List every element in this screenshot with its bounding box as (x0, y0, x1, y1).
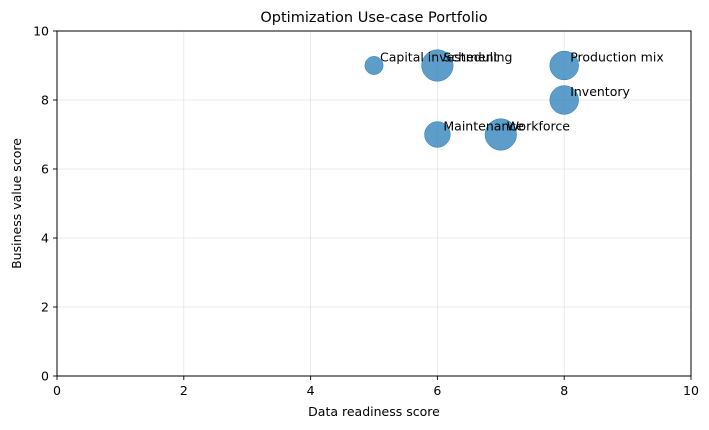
x-tick-label: 6 (433, 383, 441, 398)
points (364, 49, 579, 151)
data-point (484, 118, 517, 151)
point-label: Production mix (570, 50, 664, 65)
x-tick-label: 0 (53, 383, 61, 398)
x-tick-label: 4 (307, 383, 315, 398)
x-axis-label: Data readiness score (308, 404, 440, 419)
data-point (549, 50, 579, 81)
point-label: Maintenance (443, 119, 524, 134)
plot-frame (56, 30, 692, 377)
point-label: Workforce (507, 119, 570, 134)
x-tick-label: 8 (560, 383, 568, 398)
x-tick-label: 2 (180, 383, 188, 398)
y-axis-ticks: 0 2 4 6 8 10 (33, 24, 57, 384)
y-tick-label: 6 (41, 162, 49, 177)
y-tick-label: 4 (41, 231, 49, 246)
grid (56, 30, 692, 377)
data-point (549, 85, 579, 115)
data-point (364, 56, 384, 75)
y-tick-label: 0 (41, 369, 49, 384)
data-point (424, 121, 451, 148)
y-tick-label: 10 (33, 24, 49, 39)
y-tick-label: 8 (41, 93, 49, 108)
chart-title: Optimization Use-case Portfolio (260, 10, 487, 26)
point-label: Capital investment (380, 50, 498, 65)
x-axis-ticks: 0 2 4 6 8 10 (53, 376, 699, 398)
point-label: Scheduling (443, 50, 512, 65)
y-tick-label: 2 (41, 300, 49, 315)
x-tick-label: 10 (683, 383, 699, 398)
data-point (421, 49, 454, 82)
y-axis-label: Business value score (9, 138, 24, 269)
point-label: Inventory (570, 84, 630, 99)
